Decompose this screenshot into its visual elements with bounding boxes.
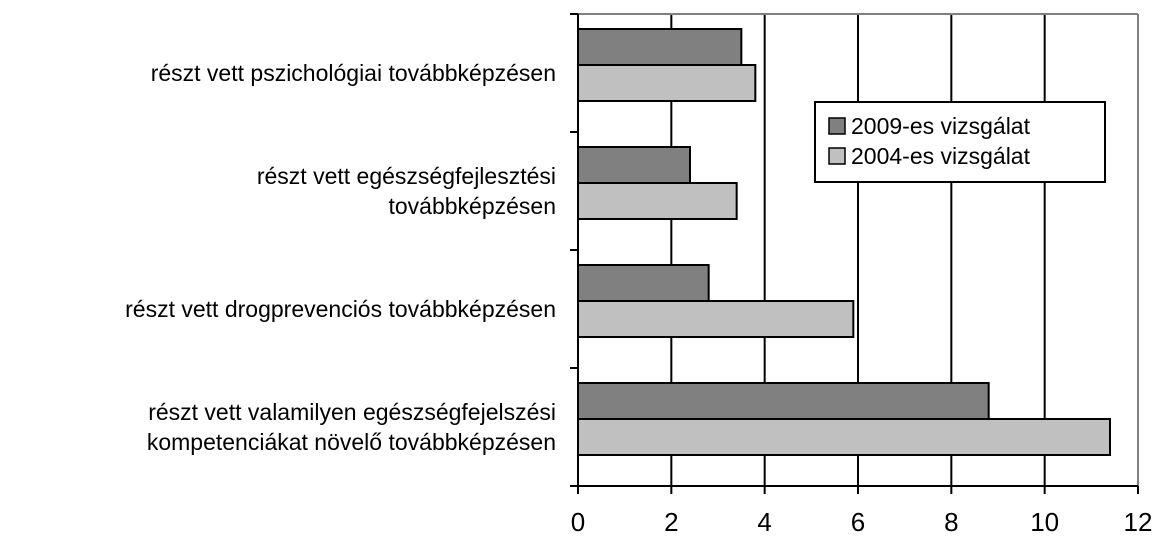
x-tick-label: 4 bbox=[757, 507, 771, 537]
bar-series-1-cat-1 bbox=[577, 28, 743, 66]
category-label: részt vett valamilyen egészségfejelszési bbox=[148, 399, 556, 425]
bar-series-2-cat-1 bbox=[577, 64, 757, 102]
legend-label: 2009-es vizsgálat bbox=[851, 113, 1031, 139]
bar-series-2-cat-3 bbox=[577, 300, 855, 338]
category-labels: részt vett pszichológiai továbbképzésen r… bbox=[125, 60, 556, 455]
category-label: kompetenciákat növelő továbbképzésen bbox=[147, 429, 556, 455]
category-label: részt vett egészségfejlesztési bbox=[257, 163, 556, 189]
x-tick-label: 8 bbox=[944, 507, 958, 537]
x-tick-label: 0 bbox=[571, 507, 585, 537]
category-label: részt vett pszichológiai továbbképzésen bbox=[151, 60, 556, 86]
category-label: részt vett drogprevenciós továbbképzésen bbox=[125, 296, 556, 322]
legend-box bbox=[814, 101, 1106, 183]
legend-swatch bbox=[828, 147, 846, 165]
bar-series-1-cat-3 bbox=[577, 264, 710, 302]
bar-series-2-cat-2 bbox=[577, 182, 738, 220]
legend: 2009-es vizsgálat 2004-es vizsgálat bbox=[814, 101, 1106, 183]
x-tick-label: 6 bbox=[851, 507, 865, 537]
legend-label: 2004-es vizsgálat bbox=[851, 143, 1031, 169]
legend-swatch bbox=[828, 117, 846, 135]
x-tick-label: 10 bbox=[1030, 507, 1059, 537]
x-tick-label: 12 bbox=[1124, 507, 1153, 537]
bars bbox=[577, 28, 1111, 456]
x-axis-ticks: 0 2 4 6 8 10 12 bbox=[571, 486, 1153, 537]
bar-series-1-cat-4 bbox=[577, 382, 990, 420]
bar-series-2-cat-4 bbox=[577, 418, 1111, 456]
bar-series-1-cat-2 bbox=[577, 146, 691, 184]
x-tick-label: 2 bbox=[664, 507, 678, 537]
category-label: továbbképzésen bbox=[388, 193, 556, 219]
